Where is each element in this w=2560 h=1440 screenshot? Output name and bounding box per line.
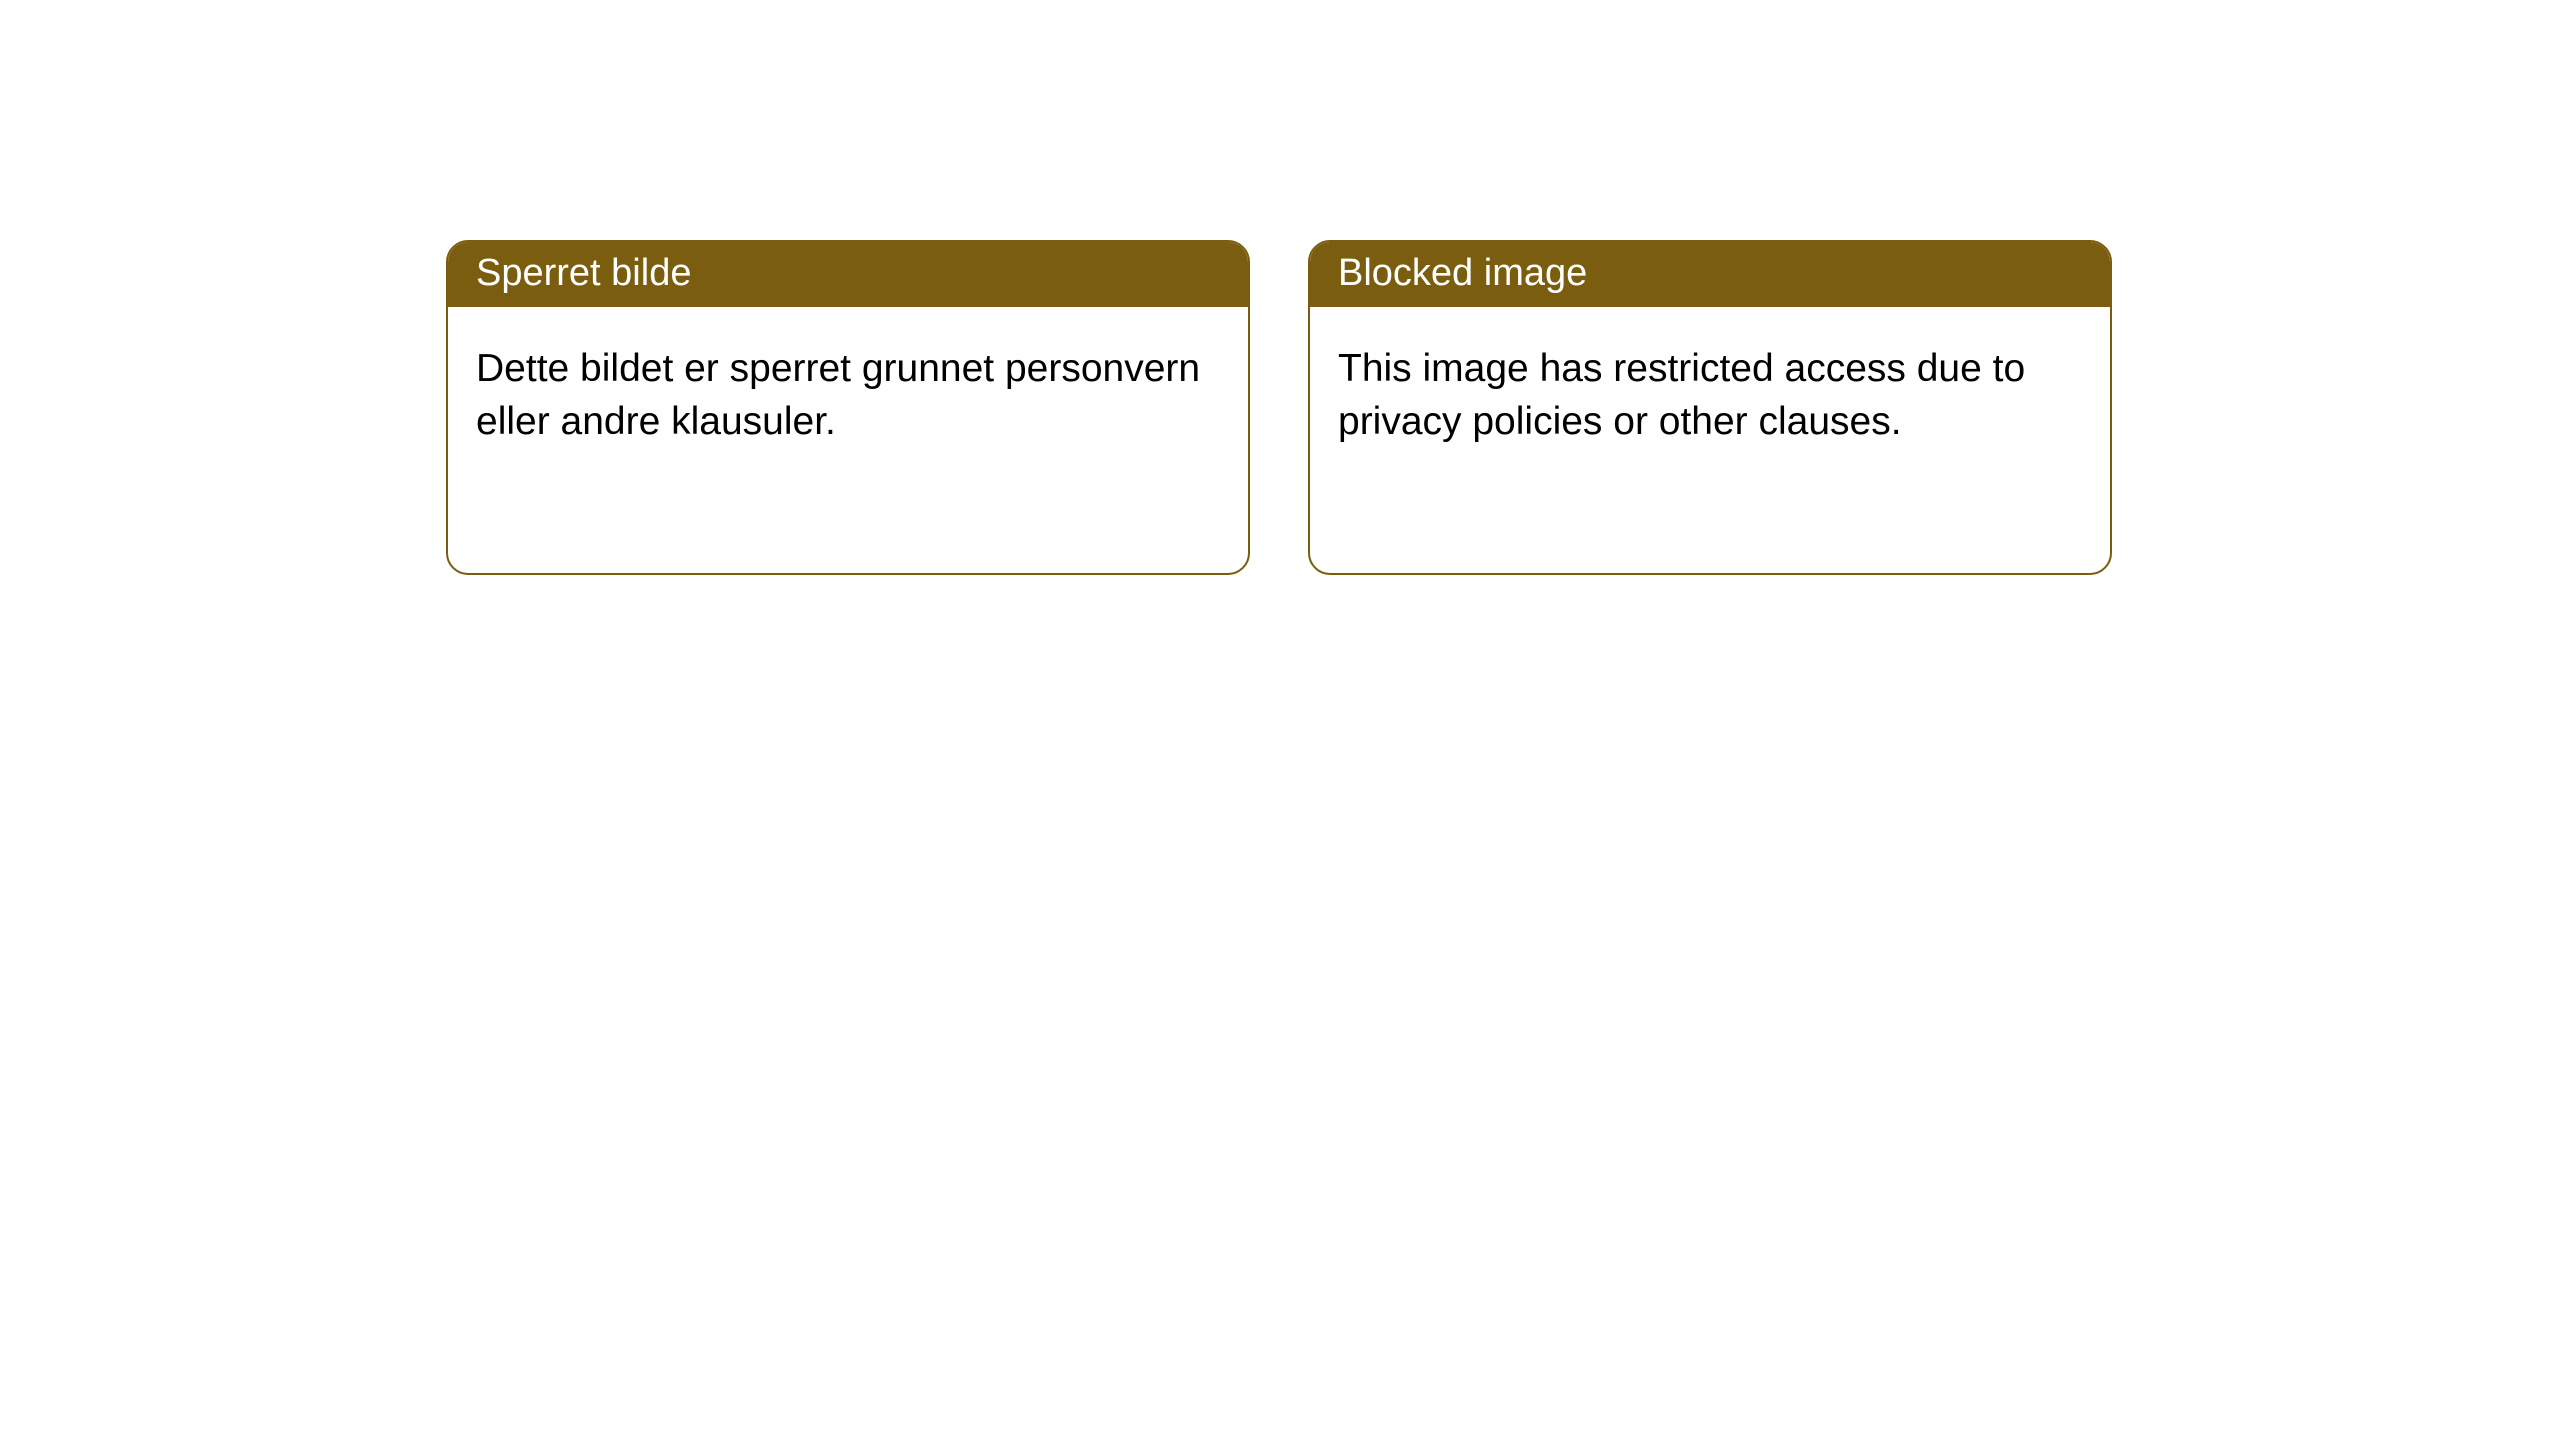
notice-card-norwegian: Sperret bilde Dette bildet er sperret gr… <box>446 240 1250 575</box>
card-message: Dette bildet er sperret grunnet personve… <box>448 307 1248 484</box>
card-title: Sperret bilde <box>448 242 1248 307</box>
blocked-image-notices: Sperret bilde Dette bildet er sperret gr… <box>446 240 2112 575</box>
card-title: Blocked image <box>1310 242 2110 307</box>
notice-card-english: Blocked image This image has restricted … <box>1308 240 2112 575</box>
card-message: This image has restricted access due to … <box>1310 307 2110 484</box>
